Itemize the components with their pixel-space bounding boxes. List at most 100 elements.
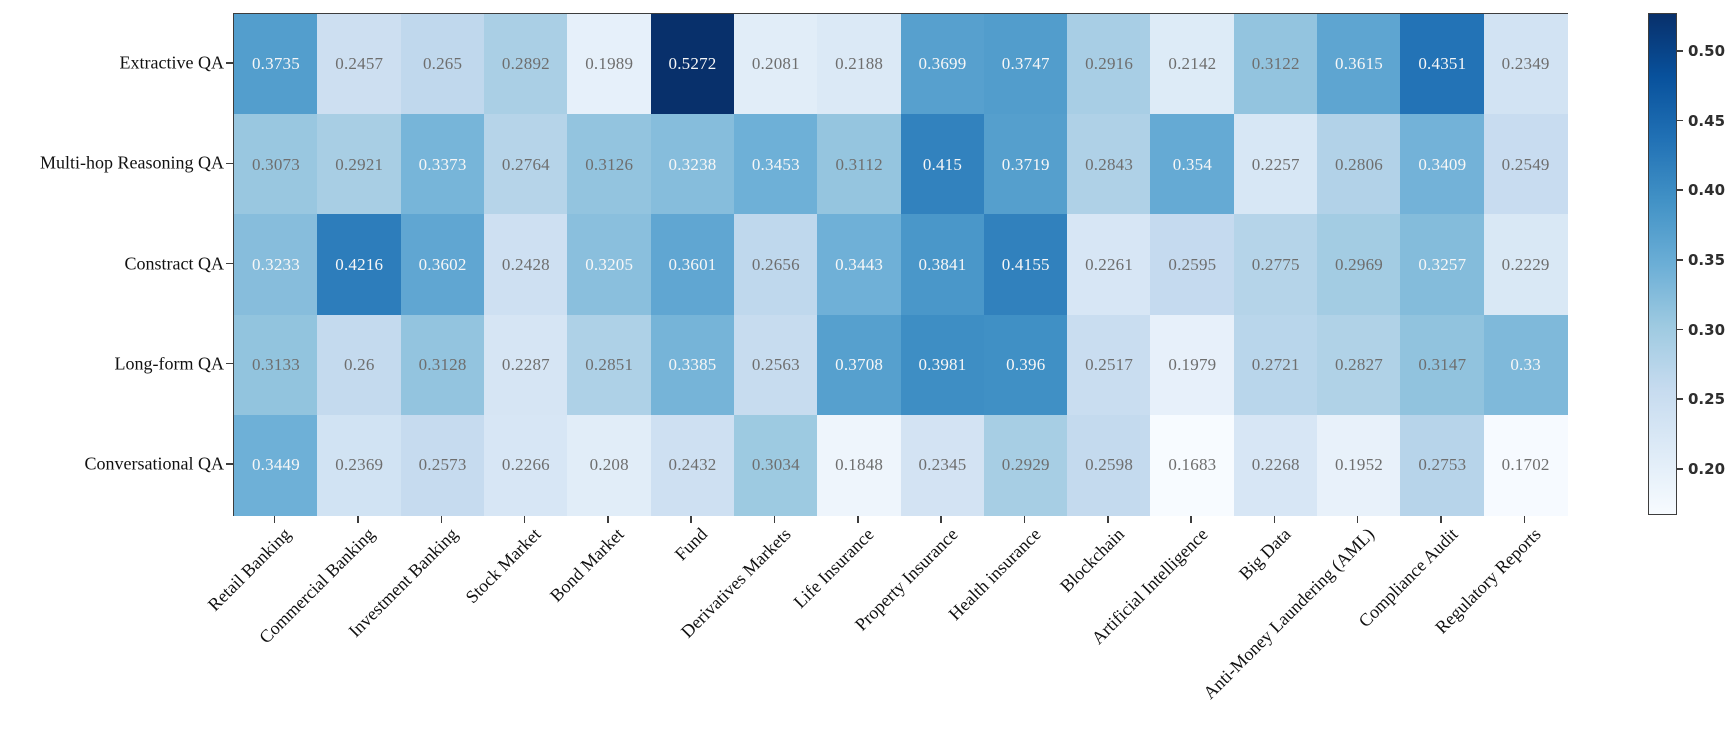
- heatmap-cell: 0.3602: [400, 214, 485, 316]
- x-tick-mark: [273, 515, 276, 523]
- column-label: Retail Banking: [203, 524, 295, 615]
- heatmap-cell: 0.3126: [567, 114, 652, 215]
- cell-value: 0.3128: [418, 354, 467, 374]
- x-tick-mark: [1023, 515, 1026, 523]
- heatmap-cell: 0.2081: [733, 14, 818, 115]
- heatmap-cell: 0.2457: [317, 14, 402, 115]
- heatmap-cell: 0.3205: [567, 214, 652, 316]
- cell-value: 0.3385: [668, 354, 717, 374]
- heatmap-cell: 0.3409: [1400, 114, 1485, 215]
- cell-value: 0.3699: [918, 54, 967, 74]
- heatmap-cell: 0.2573: [400, 414, 485, 516]
- cell-value: 0.2775: [1251, 254, 1300, 274]
- cell-value: 0.3233: [251, 254, 300, 274]
- cell-value: 0.3449: [251, 455, 300, 475]
- cell-value: 0.1683: [1168, 455, 1217, 475]
- cell-value: 0.2369: [335, 455, 384, 475]
- cell-value: 0.2563: [751, 354, 800, 374]
- heatmap-cell: 0.3981: [900, 314, 985, 416]
- column-label: Bond Market: [546, 524, 629, 606]
- cell-value: 0.2142: [1168, 54, 1217, 74]
- cell-value: 0.2892: [501, 54, 550, 74]
- heatmap-cell: 0.2188: [817, 14, 902, 115]
- cell-value: 0.2345: [918, 455, 967, 475]
- heatmap-cell: 0.2345: [900, 414, 985, 516]
- cell-value: 0.4155: [1001, 254, 1050, 274]
- heatmap-cell: 0.2806: [1317, 114, 1401, 215]
- heatmap-cell: 0.2549: [1483, 114, 1568, 215]
- heatmap-cell: 0.4216: [317, 214, 402, 316]
- heatmap-cell: 0.3615: [1317, 14, 1401, 115]
- x-tick-mark: [1190, 515, 1192, 523]
- heatmap-cell: 0.2428: [483, 214, 568, 316]
- colorbar-tick-mark: [1676, 189, 1684, 191]
- heatmap-cell: 0.2563: [733, 314, 818, 416]
- heatmap-cell: 0.1952: [1317, 414, 1401, 516]
- cell-value: 0.2229: [1501, 254, 1550, 274]
- x-tick-mark: [857, 515, 859, 523]
- heatmap-cell: 0.2827: [1317, 314, 1401, 416]
- heatmap-cell: 0.3373: [400, 114, 485, 215]
- cell-value: 0.3443: [835, 254, 884, 274]
- heatmap-cell: 0.3449: [234, 414, 318, 516]
- cell-value: 0.3126: [585, 154, 634, 174]
- heatmap-cell: 0.1989: [567, 14, 652, 115]
- heatmap-cell: 0.2229: [1483, 214, 1568, 316]
- heatmap-cell: 0.33: [1483, 314, 1568, 416]
- cell-value: 0.2549: [1501, 154, 1550, 174]
- heatmap-cell: 0.3233: [234, 214, 318, 316]
- colorbar-tick-label: 0.50: [1688, 41, 1726, 60]
- cell-value: 0.2287: [501, 354, 550, 374]
- heatmap-cell: 0.3708: [817, 314, 902, 416]
- x-tick-mark: [1356, 515, 1359, 523]
- cell-value: 0.1979: [1168, 354, 1217, 374]
- x-tick-mark: [1523, 515, 1526, 523]
- cell-value: 0.33: [1510, 354, 1541, 374]
- x-tick-mark: [1273, 515, 1276, 523]
- colorbar-tick-mark: [1676, 119, 1684, 122]
- x-tick-mark: [607, 515, 609, 523]
- cell-value: 0.2764: [501, 154, 550, 174]
- heatmap-cell: 0.2369: [317, 414, 402, 516]
- heatmap-cell: 0.3601: [650, 214, 735, 316]
- row-label: Constract QA: [124, 253, 224, 273]
- heatmap-cell: 0.3747: [983, 14, 1068, 115]
- cell-value: 0.3205: [585, 254, 634, 274]
- cell-value: 0.3147: [1418, 354, 1467, 374]
- row-label: Conversational QA: [84, 453, 224, 474]
- cell-value: 0.3257: [1418, 254, 1467, 274]
- heatmap-cell: 0.3385: [650, 314, 735, 416]
- colorbar-tick-mark: [1676, 328, 1684, 331]
- colorbar-tick-label: 0.40: [1688, 181, 1726, 200]
- cell-value: 0.2188: [835, 54, 884, 74]
- cell-value: 0.3373: [418, 154, 467, 174]
- heatmap-cell: 0.3128: [400, 314, 485, 416]
- cell-value: 0.3133: [251, 354, 300, 374]
- column-label: Blockchain: [1055, 524, 1128, 597]
- cell-value: 0.2349: [1501, 54, 1550, 74]
- x-tick-mark: [940, 515, 942, 523]
- x-tick-mark: [440, 515, 443, 523]
- y-tick-mark: [226, 362, 233, 365]
- cell-value: 0.3238: [668, 154, 717, 174]
- cell-value: 0.2656: [751, 254, 800, 274]
- heatmap-cell: 0.265: [400, 14, 485, 115]
- y-tick-mark: [226, 463, 233, 465]
- cell-value: 0.26: [343, 354, 375, 374]
- heatmap-cell: 0.2843: [1067, 114, 1152, 215]
- cell-value: 0.3615: [1335, 54, 1383, 74]
- cell-value: 0.3735: [251, 54, 300, 74]
- heatmap-cell: 0.4351: [1400, 14, 1485, 115]
- heatmap-cell: 0.2142: [1150, 14, 1235, 115]
- heatmap-cell: 0.2916: [1067, 14, 1152, 115]
- heatmap-cell: 0.3719: [983, 114, 1068, 215]
- cell-value: 0.2268: [1251, 455, 1300, 475]
- heatmap-cell: 0.2892: [483, 14, 568, 115]
- heatmap-cell: 0.2775: [1233, 214, 1318, 316]
- heatmap-cell: 0.5272: [650, 14, 735, 115]
- colorbar-tick-label: 0.35: [1688, 250, 1726, 269]
- cell-value: 0.3453: [751, 154, 800, 174]
- cell-value: 0.3841: [918, 254, 967, 274]
- cell-value: 0.2261: [1085, 254, 1134, 274]
- cell-value: 0.2081: [751, 54, 800, 74]
